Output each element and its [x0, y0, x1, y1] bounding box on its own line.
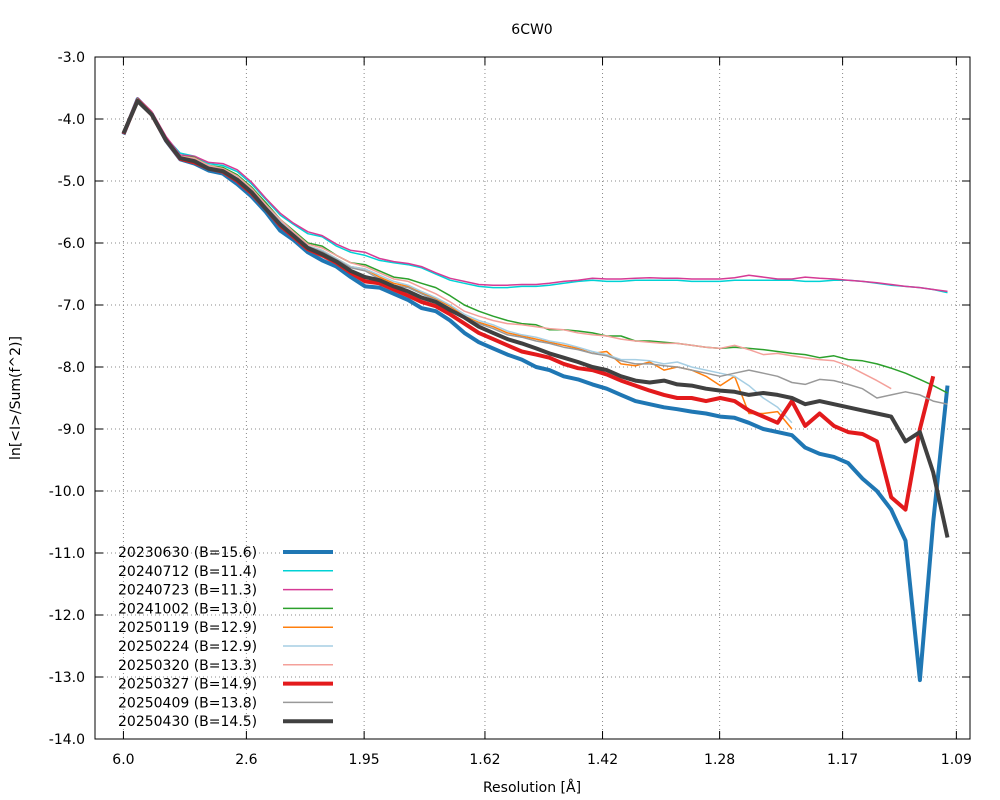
legend-label: 20250409 (B=13.8) — [118, 695, 257, 711]
legend-label: 20250430 (B=14.5) — [118, 714, 257, 730]
legend-label: 20240712 (B=11.4) — [118, 564, 257, 580]
y-tick-label: -7.0 — [58, 298, 85, 314]
x-tick-label: 6.0 — [112, 752, 134, 768]
y-axis-label: ln[<I>/Sum(f^2)] — [8, 336, 24, 460]
x-tick-label: 1.17 — [827, 752, 858, 768]
y-tick-label: -8.0 — [58, 360, 85, 376]
y-tick-label: -4.0 — [58, 112, 85, 128]
x-tick-label: 1.62 — [469, 752, 500, 768]
y-tick-label: -11.0 — [49, 546, 85, 562]
grid-lines — [95, 56, 970, 740]
legend: 20230630 (B=15.6) 20240712 (B=11.4) 202407… — [118, 545, 333, 730]
legend-label: 20250327 (B=14.9) — [118, 677, 257, 693]
legend-label: 20250119 (B=12.9) — [118, 620, 257, 636]
x-tick-label: 1.42 — [587, 752, 618, 768]
series-line-5 — [122, 98, 793, 424]
x-tick-label: 1.95 — [349, 752, 380, 768]
y-tick-label: -12.0 — [49, 608, 85, 624]
legend-label: 20250320 (B=13.3) — [118, 658, 257, 674]
legend-label: 20250224 (B=12.9) — [118, 639, 257, 655]
series-line-8 — [122, 98, 948, 405]
x-tick-label: 2.6 — [235, 752, 257, 768]
y-tick-label: -9.0 — [58, 422, 85, 438]
series-line-9 — [121, 99, 950, 538]
y-tick-label: -6.0 — [58, 236, 85, 252]
series-line-2 — [122, 97, 948, 293]
y-tick-label: -3.0 — [58, 50, 85, 66]
y-tick-label: -14.0 — [49, 732, 85, 748]
legend-label: 20240723 (B=11.3) — [118, 583, 257, 599]
legend-label: 20241002 (B=13.0) — [118, 601, 257, 617]
axis-ticks: -3.0 -4.0 -5.0 -6.0 -7.0 -8.0 -9.0 -10.0 -11.0 -1… — [49, 50, 972, 768]
x-tick-label: 1.28 — [704, 752, 735, 768]
x-tick-label: 1.09 — [941, 752, 972, 768]
y-tick-label: -13.0 — [49, 670, 85, 686]
x-axis-label: Resolution [Å] — [483, 779, 581, 796]
series-line-3 — [122, 97, 948, 394]
chart-title: 6CW0 — [511, 22, 552, 38]
y-tick-label: -10.0 — [49, 484, 85, 500]
series-line-6 — [122, 98, 892, 390]
plot-frame — [94, 56, 971, 740]
y-tick-label: -5.0 — [58, 174, 85, 190]
series-layer — [121, 97, 950, 683]
series-line-0 — [121, 97, 950, 683]
series-line-1 — [122, 97, 948, 294]
legend-label: 20230630 (B=15.6) — [118, 545, 257, 561]
series-line-4 — [122, 98, 793, 430]
